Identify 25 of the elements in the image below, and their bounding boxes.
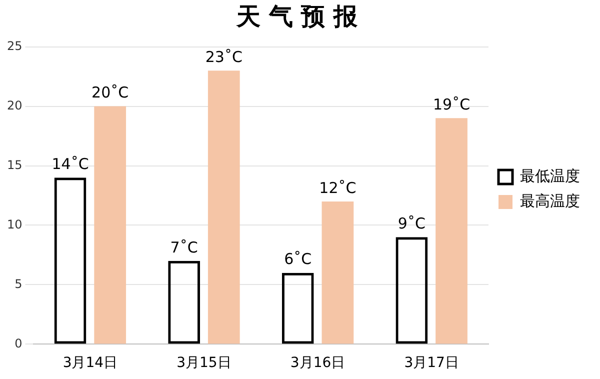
data-label: 12˚C bbox=[319, 178, 356, 197]
x-tick-label: 3月15日 bbox=[176, 355, 232, 372]
y-tick-label: 0 bbox=[14, 336, 22, 350]
data-label: 9˚C bbox=[398, 214, 426, 233]
data-label: 7˚C bbox=[170, 238, 198, 256]
bar bbox=[208, 70, 240, 344]
y-tick-label: 10 bbox=[6, 217, 22, 232]
x-tick-label: 3月17日 bbox=[404, 355, 459, 372]
y-tick-label: 25 bbox=[6, 38, 22, 53]
y-tick-label: 20 bbox=[6, 98, 22, 112]
data-label: 20˚C bbox=[92, 84, 129, 102]
legend-label: 最高温度 bbox=[520, 192, 580, 210]
chart-title: 天 气 预 报 bbox=[235, 2, 359, 31]
y-tick-label: 5 bbox=[14, 276, 22, 291]
x-tick-label: 3月14日 bbox=[62, 355, 118, 372]
legend-label: 最低温度 bbox=[520, 166, 580, 185]
data-label: 6˚C bbox=[284, 250, 312, 268]
y-tick-label: 15 bbox=[6, 158, 22, 172]
bar bbox=[322, 201, 354, 344]
bar bbox=[94, 106, 126, 344]
x-tick-label: 3月16日 bbox=[290, 355, 346, 372]
data-label: 14˚C bbox=[52, 155, 89, 174]
bar bbox=[436, 118, 468, 344]
data-label: 19˚C bbox=[432, 96, 470, 114]
data-label: 23˚C bbox=[205, 48, 242, 66]
